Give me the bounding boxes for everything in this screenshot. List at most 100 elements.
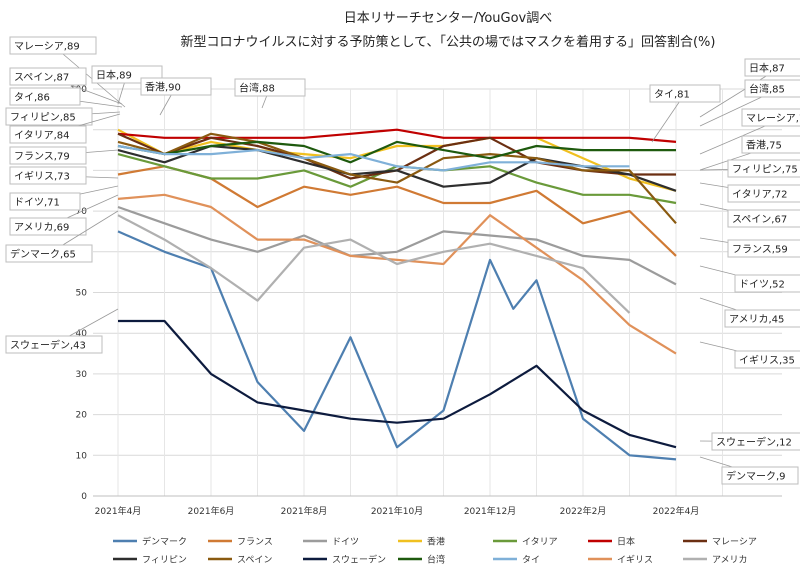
legend-item: フランス	[208, 537, 273, 548]
callout-label: フィリピン,75	[699, 159, 800, 178]
callout-text: フィリピン,85	[10, 112, 76, 124]
callout-text: 台湾,88	[239, 82, 275, 95]
callout-box	[9, 192, 81, 211]
callout-label: イギリス,73	[9, 166, 119, 185]
callout-box	[234, 78, 306, 97]
callout-text: 香港,90	[145, 82, 181, 94]
callout-text: マレーシア,89	[14, 42, 80, 53]
callout-box	[9, 146, 87, 165]
legend-label: 香港	[427, 536, 445, 548]
annotations: マレーシア,89 スペイン,87 タイ,86 フィリピン,85 イタリア,84 フランス,…	[5, 36, 800, 485]
legend-label: 日本	[617, 536, 635, 548]
legend-label: イタリア	[522, 537, 558, 548]
y-tick-label: 20	[76, 411, 88, 421]
callout-box	[9, 67, 87, 86]
legend-label: フランス	[237, 537, 273, 548]
chart-subtitle: 新型コロナウイルスに対する予防策として、「公共の場ではマスクを着用する」回答割合…	[181, 34, 716, 50]
legend-label: デンマーク	[142, 536, 187, 548]
callout-text: アメリカ,69	[14, 222, 69, 234]
callout-label: イギリス,35	[699, 341, 800, 369]
callout-label: マレーシア,79	[699, 108, 800, 155]
x-tick-label: 2021年10月	[371, 505, 423, 517]
legend-label: ドイツ	[332, 538, 359, 548]
series-line	[117, 140, 676, 164]
callout-label: ドイツ,71	[9, 185, 119, 211]
callout-box	[5, 335, 103, 354]
chart-title: 日本リサーチセンター/YouGov調べ	[344, 11, 553, 26]
callout-box	[721, 466, 799, 485]
callout-box	[649, 84, 721, 103]
callout-text: フランス,79	[14, 151, 70, 163]
callout-label: マレーシア,89	[9, 36, 126, 108]
callout-text: タイ,86	[14, 92, 50, 104]
callout-text: アメリカ,45	[729, 314, 784, 326]
y-tick-label: 0	[81, 492, 87, 502]
x-tick-label: 2022年4月	[653, 505, 700, 517]
x-tick-label: 2021年8月	[281, 505, 328, 517]
callout-box	[9, 166, 87, 185]
callout-box	[727, 209, 800, 228]
legend-label: アメリカ	[712, 555, 748, 566]
callout-text: デンマーク,65	[10, 248, 76, 261]
x-tick-label: 2021年12月	[464, 505, 516, 517]
legend-item: イギリス	[588, 555, 653, 566]
callout-label: スウェーデン,43	[5, 308, 119, 354]
series-line	[117, 144, 630, 172]
series-line	[117, 205, 677, 286]
callout-box	[744, 79, 800, 98]
callout-label: フランス,79	[9, 146, 119, 165]
callout-label: タイ,81	[649, 84, 721, 143]
legend-item: アメリカ	[683, 555, 748, 566]
callout-label: 香港,75	[699, 135, 800, 171]
callout-text: 台湾,85	[749, 83, 785, 96]
callout-label: イタリア,84	[9, 113, 121, 144]
callout-text: デンマーク,9	[726, 470, 786, 483]
callout-label: フランス,59	[699, 237, 800, 258]
series-lines	[117, 128, 677, 461]
callout-text: スペイン,87	[14, 73, 69, 84]
callout-text: イタリア,72	[732, 189, 788, 201]
callout-box	[9, 36, 97, 55]
callout-box	[711, 432, 800, 451]
callout-text: イギリス,73	[14, 171, 70, 183]
legend-item: タイ	[493, 555, 540, 566]
legend-item: デンマーク	[113, 536, 187, 548]
series-line	[118, 319, 677, 449]
callout-label: アメリカ,45	[699, 297, 800, 328]
legend-item: フィリピン	[113, 555, 187, 566]
legend-item: スペイン	[208, 556, 272, 566]
callout-box	[727, 159, 800, 178]
callout-box	[727, 184, 800, 203]
legend-item: 日本	[588, 536, 635, 548]
legend-label: タイ	[522, 555, 540, 566]
callout-text: 日本,89	[96, 69, 132, 82]
legend-label: フィリピン	[142, 555, 187, 566]
series-line	[117, 193, 677, 355]
legend-item: マレーシア	[683, 538, 757, 548]
callout-box	[9, 87, 81, 106]
callout-leader	[52, 45, 126, 108]
callout-box	[9, 217, 87, 236]
callout-label: スペイン,67	[699, 203, 800, 228]
callout-box	[744, 58, 800, 77]
callout-text: ドイツ,71	[14, 198, 60, 209]
legend-item: 香港	[398, 536, 445, 548]
callout-text: フランス,59	[732, 244, 788, 256]
legend-label: スウェーデン	[332, 554, 386, 566]
callout-label: 台湾,88	[234, 78, 306, 109]
series-line	[117, 214, 631, 314]
x-tick-label: 2022年2月	[560, 505, 607, 517]
callout-text: フィリピン,75	[732, 164, 798, 176]
x-tick-label: 2021年4月	[95, 505, 142, 517]
x-axis-ticks: 2021年4月 2021年6月 2021年8月 2021年10月 2021年12月 202…	[95, 505, 700, 517]
y-tick-label: 30	[76, 370, 88, 380]
callout-text: マレーシア,79	[746, 114, 800, 125]
callout-text: スウェーデン,43	[10, 339, 86, 352]
callout-label: 日本,87	[699, 58, 800, 118]
series-line	[117, 230, 677, 461]
callout-text: 香港,75	[746, 140, 782, 152]
legend-label: マレーシア	[712, 538, 757, 548]
